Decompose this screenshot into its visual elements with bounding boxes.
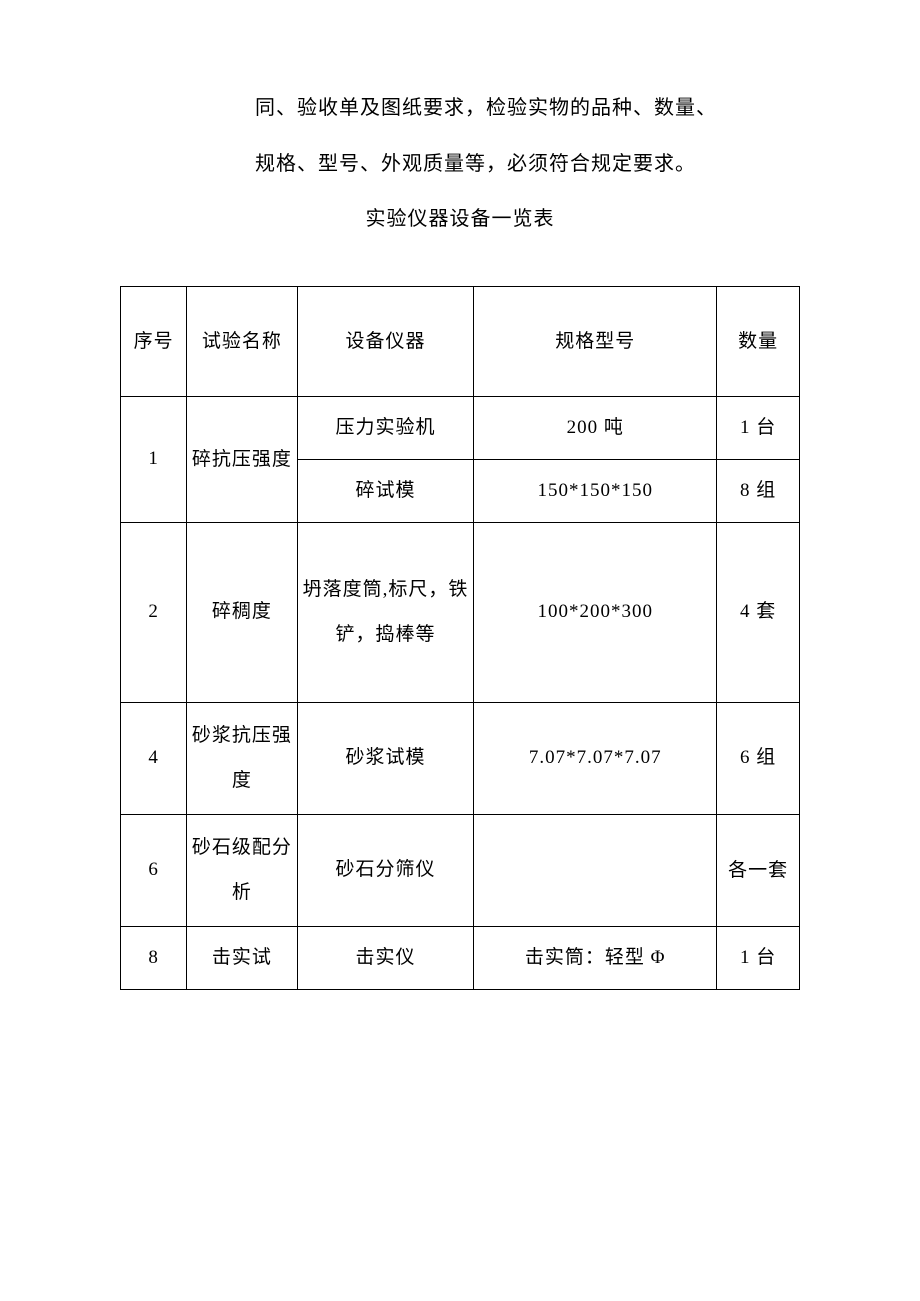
cell-seq: 4: [121, 702, 187, 814]
cell-name: 砂浆抗压强度: [187, 702, 297, 814]
cell-seq: 6: [121, 814, 187, 926]
cell-equipment: 砂石分筛仪: [297, 814, 474, 926]
cell-seq: 1: [121, 397, 187, 523]
cell-spec: 200 吨: [474, 397, 717, 460]
cell-seq: 8: [121, 926, 187, 989]
equipment-table: 序号 试验名称 设备仪器 规格型号 数量 1 碎抗压强度 压力实验机 200 吨…: [120, 286, 800, 990]
cell-name: 击实试: [187, 926, 297, 989]
cell-quantity: 1 台: [717, 397, 800, 460]
cell-equipment: 碎试模: [297, 459, 474, 522]
intro-line-2: 规格、型号、外观质量等，必须符合规定要求。: [255, 136, 800, 192]
table-row: 2 碎稠度 坍落度筒,标尺，铁铲，捣棒等 100*200*300 4 套: [121, 522, 800, 702]
table-row: 8 击实试 击实仪 击实筒：轻型 Φ 1 台: [121, 926, 800, 989]
cell-spec: 7.07*7.07*7.07: [474, 702, 717, 814]
cell-quantity: 8 组: [717, 459, 800, 522]
cell-name: 碎稠度: [187, 522, 297, 702]
table-row: 4 砂浆抗压强度 砂浆试模 7.07*7.07*7.07 6 组: [121, 702, 800, 814]
intro-paragraph: 同、验收单及图纸要求，检验实物的品种、数量、 规格、型号、外观质量等，必须符合规…: [120, 80, 800, 192]
cell-quantity: 6 组: [717, 702, 800, 814]
cell-quantity: 各一套: [717, 814, 800, 926]
header-seq: 序号: [121, 287, 187, 397]
cell-spec: [474, 814, 717, 926]
intro-line-1: 同、验收单及图纸要求，检验实物的品种、数量、: [255, 80, 800, 136]
table-header-row: 序号 试验名称 设备仪器 规格型号 数量: [121, 287, 800, 397]
table-row: 1 碎抗压强度 压力实验机 200 吨 1 台: [121, 397, 800, 460]
cell-quantity: 4 套: [717, 522, 800, 702]
cell-spec: 击实筒：轻型 Φ: [474, 926, 717, 989]
cell-name: 砂石级配分析: [187, 814, 297, 926]
header-quantity: 数量: [717, 287, 800, 397]
cell-seq: 2: [121, 522, 187, 702]
cell-quantity: 1 台: [717, 926, 800, 989]
cell-equipment: 压力实验机: [297, 397, 474, 460]
header-equipment: 设备仪器: [297, 287, 474, 397]
cell-name: 碎抗压强度: [187, 397, 297, 523]
cell-equipment: 坍落度筒,标尺，铁铲，捣棒等: [297, 522, 474, 702]
table-row: 6 砂石级配分析 砂石分筛仪 各一套: [121, 814, 800, 926]
cell-equipment: 击实仪: [297, 926, 474, 989]
table-title: 实验仪器设备一览表: [120, 202, 800, 231]
cell-spec: 100*200*300: [474, 522, 717, 702]
cell-spec: 150*150*150: [474, 459, 717, 522]
header-name: 试验名称: [187, 287, 297, 397]
cell-equipment: 砂浆试模: [297, 702, 474, 814]
header-spec: 规格型号: [474, 287, 717, 397]
